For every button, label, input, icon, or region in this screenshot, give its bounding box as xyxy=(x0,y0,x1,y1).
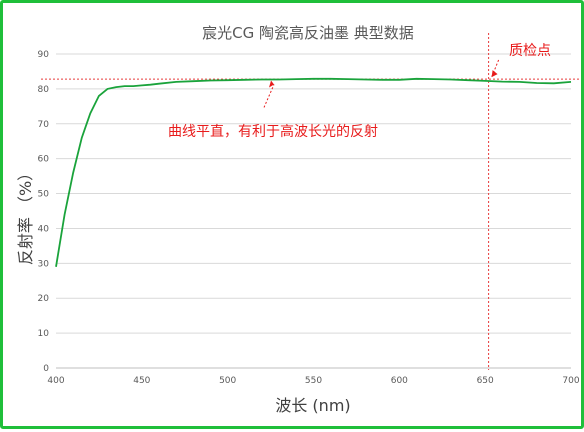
arrow-qc-point xyxy=(491,59,500,78)
x-tick-label: 600 xyxy=(391,376,408,386)
x-tick-labels: 400 450 500 550 600 650 700 xyxy=(47,376,579,386)
y-tick-label: 20 xyxy=(38,294,50,304)
y-tick-label: 40 xyxy=(38,224,50,234)
annotation-arrows xyxy=(263,59,500,108)
x-tick-label: 500 xyxy=(219,376,236,386)
y-tick-label: 30 xyxy=(38,259,50,269)
series-line-reflectance xyxy=(55,77,572,267)
x-tick-label: 550 xyxy=(305,376,322,386)
y-tick-label: 80 xyxy=(38,85,50,95)
y-tick-label: 0 xyxy=(43,364,49,374)
annotation-qc-point: 质检点 xyxy=(509,43,551,59)
x-tick-label: 650 xyxy=(477,376,494,386)
y-tick-label: 10 xyxy=(38,329,50,339)
arrowhead-flat-curve xyxy=(269,80,275,88)
y-tick-label: 90 xyxy=(38,50,50,60)
y-tick-label: 60 xyxy=(38,155,50,165)
gridlines xyxy=(56,53,571,334)
arrowhead-qc-point xyxy=(491,70,498,78)
y-tick-label: 50 xyxy=(38,190,50,200)
reflectance-chart: 宸光CG 陶瓷高反油墨 典型数据 0 10 20 30 40 50 60 70 80 90 400… xyxy=(16,24,580,415)
annotation-flat-curve: 曲线平直，有利于高波长光的反射 xyxy=(168,123,378,140)
reference-lines xyxy=(41,33,579,370)
y-tick-label: 70 xyxy=(38,120,50,130)
chart-title: 宸光CG 陶瓷高反油墨 典型数据 xyxy=(202,24,414,42)
arrow-flat-curve xyxy=(263,84,275,108)
y-tick-labels: 0 10 20 30 40 50 60 70 80 90 xyxy=(38,50,50,374)
x-axis-title: 波长 (nm) xyxy=(275,396,350,415)
y-axis-title: 反射率 （%） xyxy=(16,165,35,265)
x-tick-label: 700 xyxy=(562,376,579,386)
x-tick-label: 450 xyxy=(133,376,150,386)
x-tick-label: 400 xyxy=(47,376,64,386)
